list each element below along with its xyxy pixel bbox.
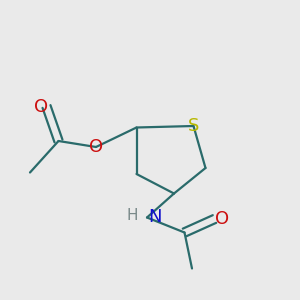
Text: O: O	[89, 138, 103, 156]
Text: S: S	[188, 117, 199, 135]
Text: O: O	[215, 210, 229, 228]
Text: N: N	[148, 208, 161, 226]
Text: H: H	[126, 208, 138, 224]
Text: O: O	[34, 98, 48, 116]
